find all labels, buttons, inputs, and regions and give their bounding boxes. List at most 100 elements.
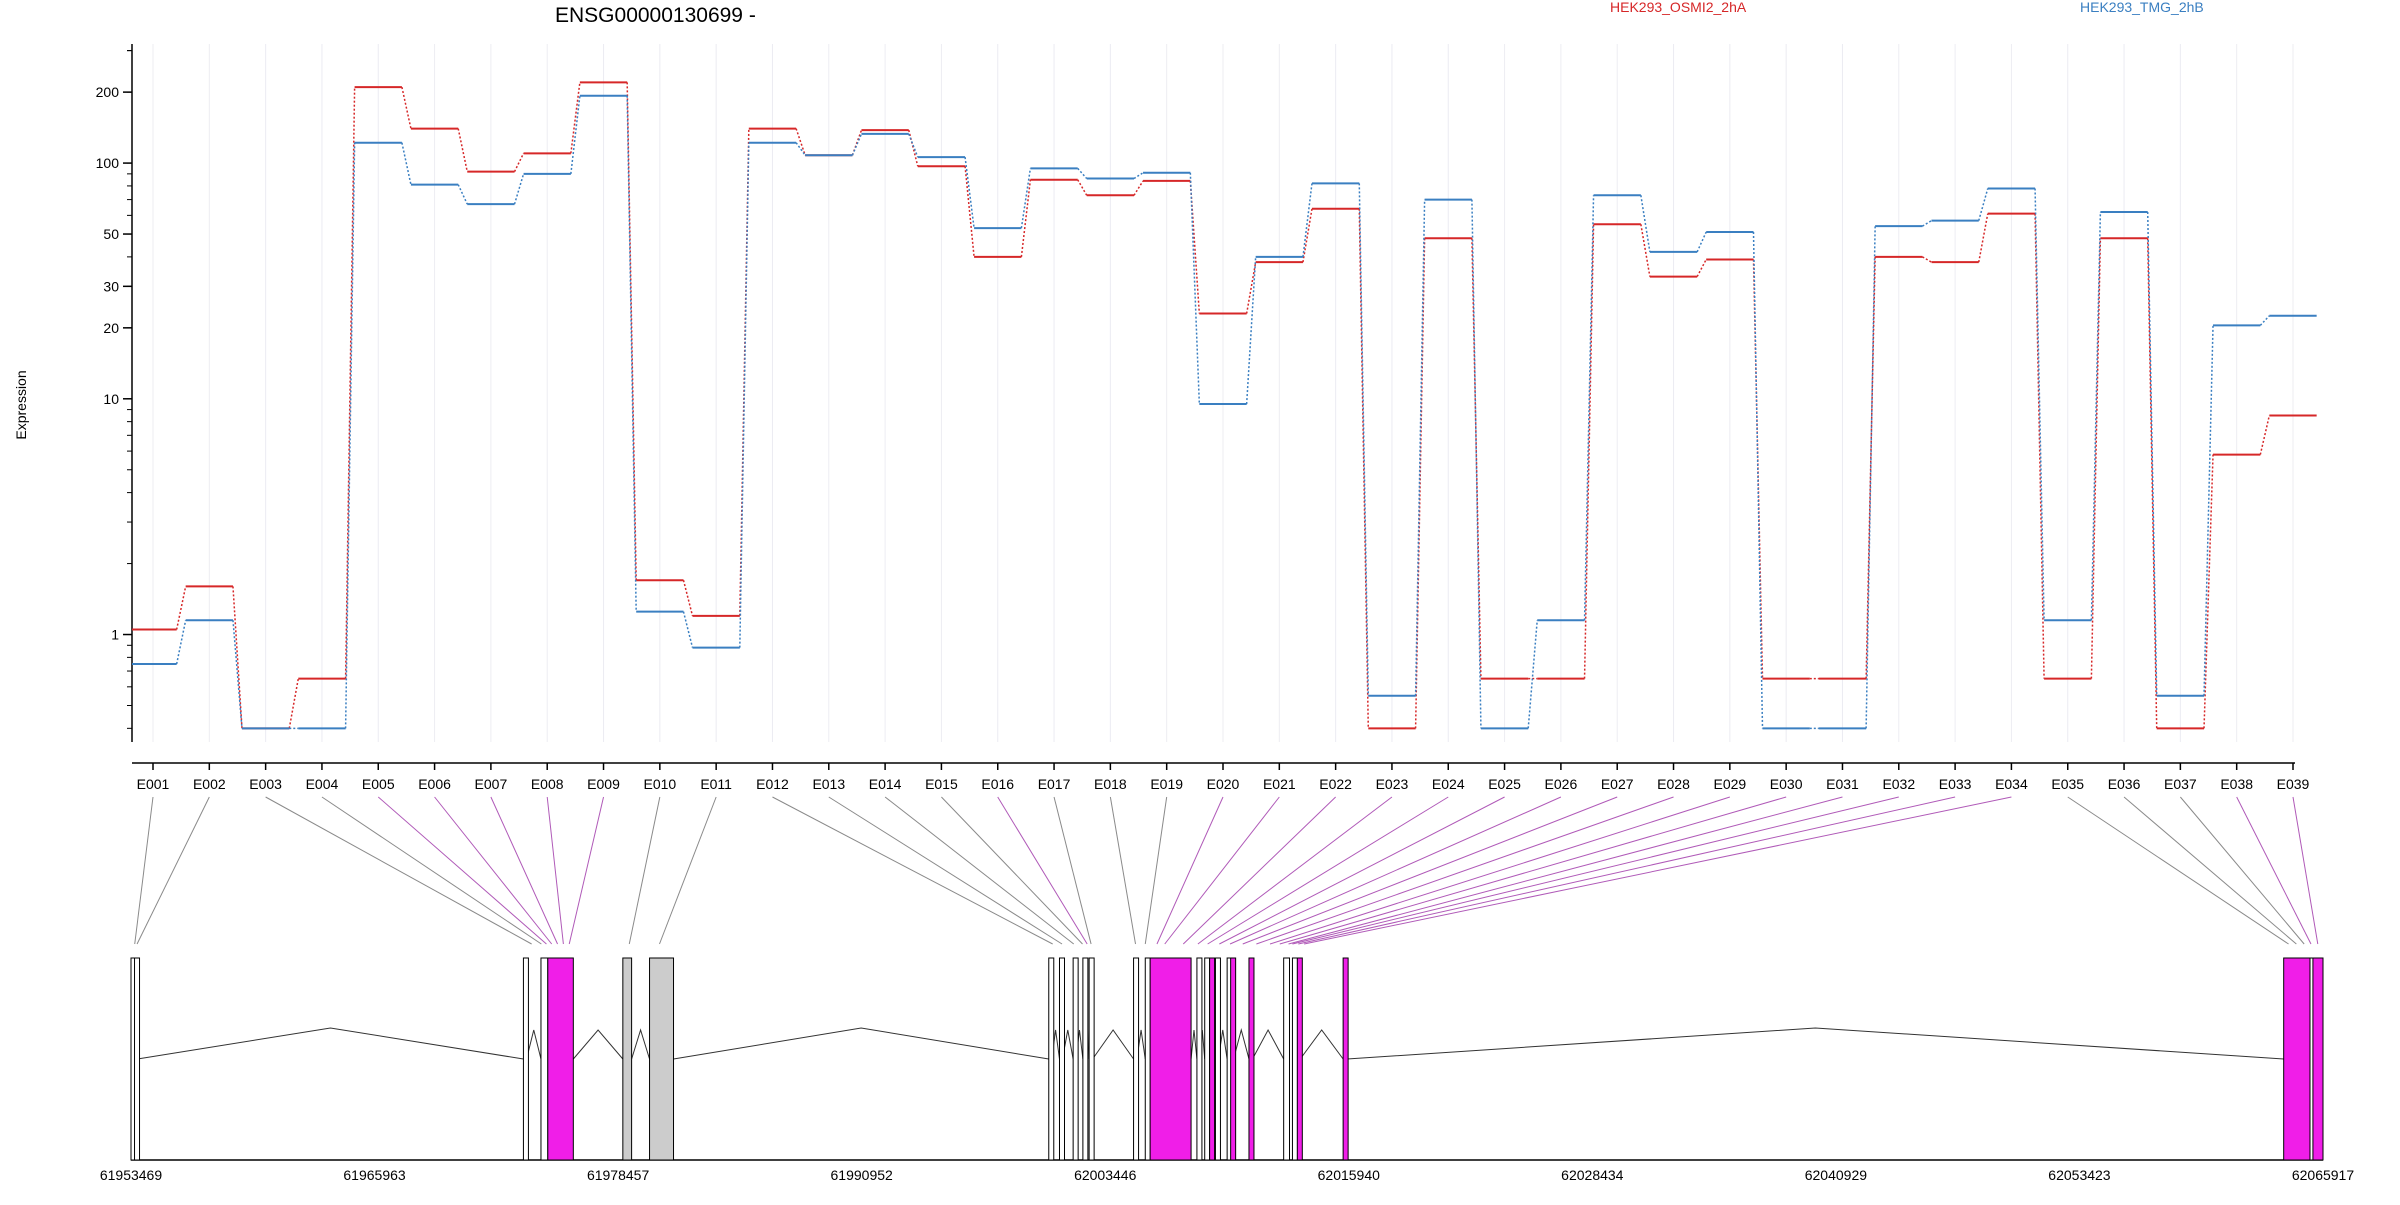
series-connector — [908, 133, 919, 158]
x-tick-label: E033 — [1939, 776, 1972, 792]
x-tick-label: E025 — [1488, 776, 1521, 792]
exon-connector-line — [941, 796, 1083, 945]
exon-connector-line — [568, 796, 605, 945]
exon-connector-line — [136, 796, 210, 945]
x-tick-label: E016 — [981, 776, 1014, 792]
series-connector — [1471, 199, 1482, 729]
exon-block — [649, 957, 675, 1161]
series-connector — [1527, 620, 1538, 729]
x-tick-label: E026 — [1545, 776, 1578, 792]
exon-block — [1204, 957, 1211, 1161]
x-tick-label: E001 — [137, 776, 170, 792]
exon-connector-line — [1144, 796, 1168, 945]
y-tick-label: 30 — [103, 278, 119, 294]
exon-connector-line — [1219, 796, 1505, 945]
series-connector — [2146, 212, 2158, 696]
series-connector — [513, 152, 525, 172]
genome-tick-label: 61978457 — [587, 1167, 650, 1183]
series-connector — [1358, 183, 1370, 696]
exon-connector-line — [1242, 796, 1618, 945]
x-tick-label: E021 — [1263, 776, 1296, 792]
series-connector — [1414, 199, 1426, 696]
exon-connector-line — [1164, 796, 1280, 945]
y-axis-label: Expression — [13, 370, 29, 439]
series-connector — [232, 620, 243, 729]
exon-connector-line — [1292, 796, 1899, 945]
series-connector — [2090, 238, 2102, 679]
exon-block — [1342, 957, 1349, 1161]
exon-block — [1214, 957, 1221, 1161]
y-tick-label: 1 — [111, 627, 119, 643]
y-tick-label: 50 — [103, 226, 119, 242]
y-tick-label: 100 — [96, 155, 120, 171]
genome-tick-label: 62003446 — [1074, 1167, 1137, 1183]
x-tick-label: E022 — [1319, 776, 1352, 792]
series-connector — [1020, 179, 1032, 257]
intron-line — [631, 1028, 651, 1060]
series-connector — [964, 157, 975, 229]
x-tick-label: E039 — [2277, 776, 2310, 792]
exon-block — [1133, 957, 1140, 1161]
x-tick-label: E035 — [2051, 776, 2084, 792]
exon-connector-line — [134, 796, 154, 945]
series-connector — [232, 586, 243, 729]
series-connector — [175, 586, 187, 630]
series-connector — [513, 173, 525, 205]
series-connector — [1978, 213, 1989, 263]
series-connector — [1302, 208, 1313, 263]
x-tick-label: E004 — [306, 776, 339, 792]
exon-connector-line — [2236, 796, 2312, 945]
exon-connector-line — [1298, 796, 1956, 945]
x-tick-label: E030 — [1770, 776, 1803, 792]
grid-lines — [152, 44, 2294, 742]
x-tick-label: E015 — [925, 776, 958, 792]
series-connector — [1978, 188, 1989, 221]
genome-tick-label: 61965963 — [343, 1167, 406, 1183]
series-connector — [1189, 172, 1201, 405]
series-connector — [457, 128, 468, 172]
x-tick-label: E005 — [362, 776, 395, 792]
y-tick-label: 20 — [103, 320, 119, 336]
series-connector — [682, 580, 694, 617]
series-connector — [1245, 262, 1257, 314]
exon-connector-line — [1269, 796, 1730, 945]
series-connector — [2203, 325, 2214, 696]
exon-blocks — [130, 957, 2324, 1161]
exon-connector-line — [321, 796, 542, 945]
exon-block — [1144, 957, 1151, 1161]
series-connector — [2259, 315, 2270, 326]
exon-connector-line — [2123, 796, 2297, 945]
exon-block — [134, 957, 141, 1161]
x-tick-label: E011 — [700, 776, 732, 792]
intron-line — [1299, 1029, 1344, 1060]
series-connector — [1020, 168, 1032, 229]
exon-connector-line — [1182, 796, 1336, 945]
exon-block — [1088, 957, 1095, 1161]
exon-connector-line — [2292, 796, 2319, 945]
series-connector — [1696, 259, 1707, 277]
series-connector — [2203, 454, 2214, 729]
series-connector — [739, 142, 750, 648]
x-tick-label: E008 — [531, 776, 564, 792]
x-tick-label: E031 — [1826, 776, 1859, 792]
series-connector — [626, 82, 637, 581]
series-connector — [1583, 224, 1595, 679]
series-connector — [401, 86, 412, 129]
exon-connector-line — [1229, 796, 1562, 945]
exon-connector-line — [490, 796, 558, 945]
exon-block — [2312, 957, 2324, 1161]
x-ticks: E001 E002 E003 E004 E005 E006 E007 E008 E009 E010… — [137, 763, 2310, 792]
x-tick-label: E018 — [1094, 776, 1127, 792]
series-osmi — [132, 81, 2317, 730]
x-tick-label: E002 — [193, 776, 226, 792]
x-tick-label: E037 — [2164, 776, 2197, 792]
exon-connector-line — [1256, 796, 1674, 945]
x-tick-label: E014 — [869, 776, 902, 792]
x-tick-label: E019 — [1150, 776, 1183, 792]
x-tick-label: E032 — [1882, 776, 1915, 792]
series-connector — [344, 142, 356, 729]
y-tick-label: 10 — [103, 391, 119, 407]
exon-block — [1248, 957, 1255, 1161]
